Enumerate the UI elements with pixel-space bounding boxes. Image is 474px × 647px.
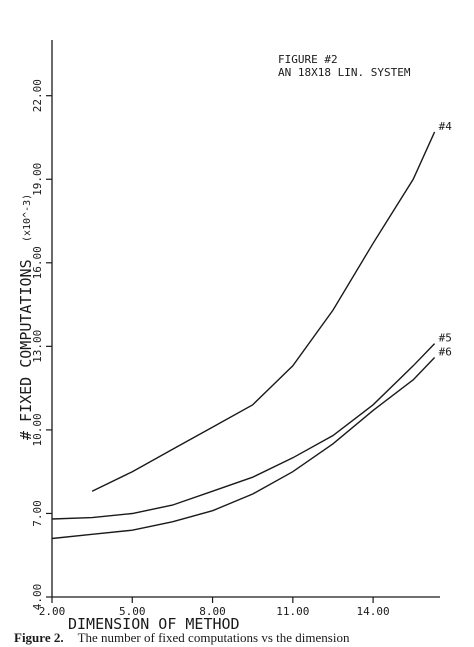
x-tick-label: 5.00 xyxy=(119,605,146,618)
chart-subtitle: AN 18X18 LIN. SYSTEM xyxy=(278,66,411,79)
y-axis-label: # FIXED COMPUTATIONS xyxy=(17,259,35,440)
y-tick-label: 10.00 xyxy=(31,413,44,446)
labels-layer: 2.00 5.00 8.00 11.00 14.00 4.00 7.00 10.00 13.00… xyxy=(31,79,452,618)
caption-text: The number of fixed computations vs the … xyxy=(77,630,350,645)
series-label-6: #6 xyxy=(439,345,452,358)
figure-caption: Figure 2. The number of fixed computation… xyxy=(14,630,474,647)
y-axis-unit: (x10^-3) xyxy=(22,194,33,242)
y-tick-label: 16.00 xyxy=(31,246,44,279)
y-tick-label: 22.00 xyxy=(31,79,44,112)
series-line-5 xyxy=(51,343,436,520)
y-tick-label: 4.00 xyxy=(31,584,44,611)
x-tick-label: 8.00 xyxy=(199,605,226,618)
caption-label: Figure 2. xyxy=(14,630,64,645)
axes xyxy=(46,40,440,603)
y-tick-label: 19.00 xyxy=(31,163,44,196)
series-label-5: #5 xyxy=(439,332,452,345)
y-tick-label: 7.00 xyxy=(31,500,44,527)
series-line-4 xyxy=(91,131,436,492)
chart-title: FIGURE #2 xyxy=(278,53,338,66)
x-tick-label: 2.00 xyxy=(39,605,66,618)
series-label-4: #4 xyxy=(439,120,453,133)
y-tick-label: 13.00 xyxy=(31,330,44,363)
series-layer xyxy=(51,131,436,540)
x-tick-label: 14.00 xyxy=(357,605,390,618)
series-line-6 xyxy=(51,357,436,540)
x-axis-label: DIMENSION OF METHOD xyxy=(68,615,240,633)
x-tick-label: 11.00 xyxy=(276,605,309,618)
